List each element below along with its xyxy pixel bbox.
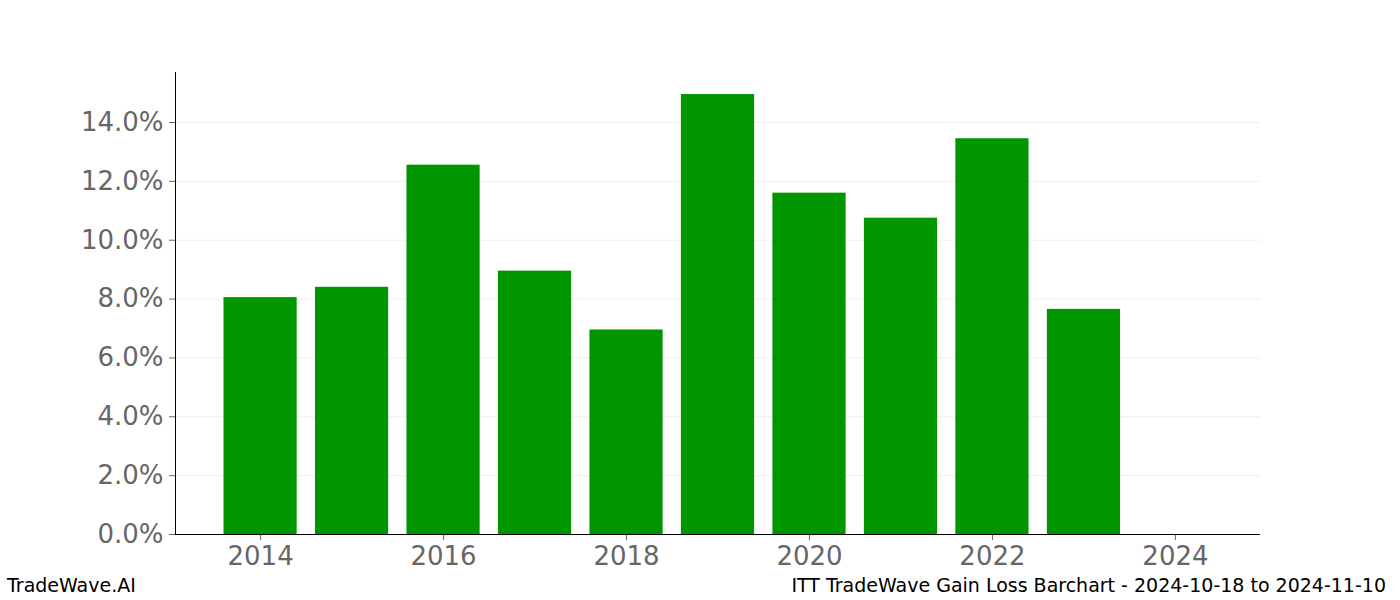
svg-text:8.0%: 8.0% xyxy=(97,283,163,313)
svg-text:4.0%: 4.0% xyxy=(97,401,163,431)
svg-text:0.0%: 0.0% xyxy=(97,519,163,549)
svg-text:2016: 2016 xyxy=(410,541,476,570)
html-text:TradeWave.AI: TradeWave.AI xyxy=(7,574,136,596)
svg-text:6.0%: 6.0% xyxy=(97,342,163,372)
svg-text:2.0%: 2.0% xyxy=(97,460,163,490)
svg-text:2022: 2022 xyxy=(959,541,1025,570)
svg-text:2020: 2020 xyxy=(776,541,842,570)
svg-text:12.0%: 12.0% xyxy=(81,166,164,196)
svg-text:14.0%: 14.0% xyxy=(81,107,164,137)
svg-text:10.0%: 10.0% xyxy=(81,225,164,255)
html-text:ITT TradeWave Gain Loss Barcha: ITT TradeWave Gain Loss Barchart - 2024-… xyxy=(791,574,1386,596)
svg-text:2018: 2018 xyxy=(593,541,659,570)
svg-text:2014: 2014 xyxy=(227,541,293,570)
svg-text:2024: 2024 xyxy=(1142,541,1208,570)
